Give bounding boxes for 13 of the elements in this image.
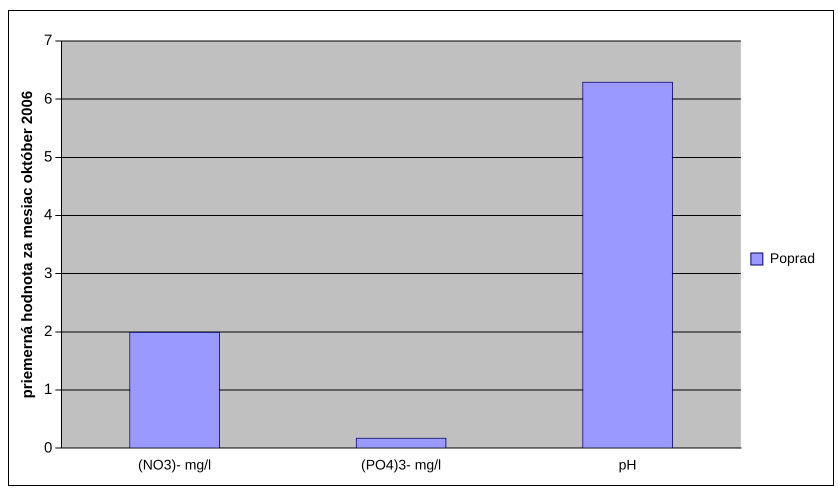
legend-label: Poprad: [770, 250, 816, 266]
y-tick-label: 5: [44, 148, 52, 166]
y-axis-title: priemerná hodnota za mesiac október 2006: [19, 90, 36, 398]
y-tick-label: 3: [44, 264, 52, 282]
x-tick-label: pH: [618, 456, 637, 472]
y-tick-label: 6: [44, 90, 52, 108]
y-tick-label: 2: [44, 323, 52, 340]
y-tick-label: 7: [44, 32, 52, 50]
x-tick-label: (NO3)- mg/l: [138, 456, 212, 472]
y-tick-label: 4: [44, 206, 52, 224]
y-tick-label: 1: [44, 381, 52, 398]
y-tick-label: 0: [44, 439, 52, 456]
x-tick-label: (PO4)3- mg/l: [361, 456, 442, 472]
